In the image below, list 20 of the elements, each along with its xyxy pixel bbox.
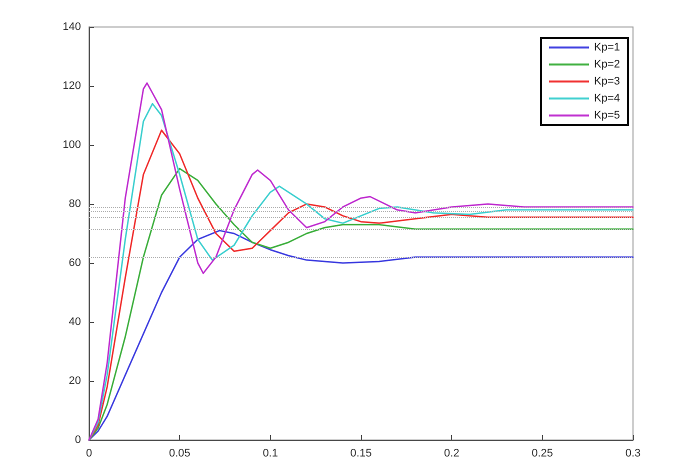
y-tick-label: 40 — [68, 316, 81, 328]
x-tick-label: 0.1 — [262, 448, 278, 460]
legend-label: Kp=5 — [594, 110, 620, 122]
legend-label: Kp=1 — [594, 42, 620, 54]
x-tick-label: 0.2 — [444, 448, 460, 460]
legend-label: Kp=4 — [594, 92, 620, 104]
x-tick-label: 0.15 — [350, 448, 372, 460]
legend-label: Kp=3 — [594, 76, 620, 88]
y-tick-label: 20 — [68, 375, 81, 387]
x-tick-label: 0.25 — [532, 448, 554, 460]
y-tick-label: 60 — [68, 257, 81, 269]
x-tick-label: 0.05 — [168, 448, 190, 460]
x-tick-label: 0.3 — [625, 448, 641, 460]
y-tick-label: 100 — [62, 139, 81, 151]
y-tick-label: 140 — [62, 21, 81, 33]
legend-label: Kp=2 — [594, 58, 620, 70]
y-tick-label: 80 — [68, 198, 81, 210]
y-tick-label: 0 — [74, 434, 81, 446]
x-tick-label: 0 — [86, 448, 92, 460]
y-tick-label: 120 — [62, 80, 81, 92]
